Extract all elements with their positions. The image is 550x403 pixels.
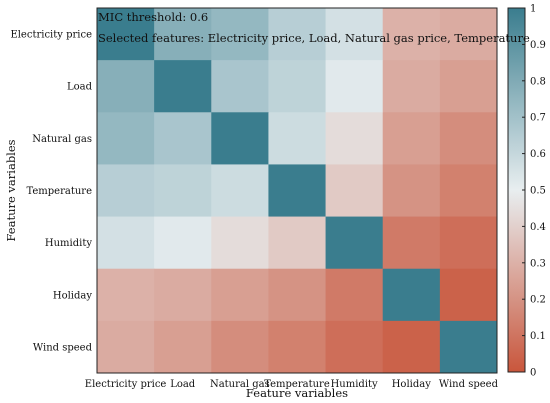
heatmap-cell <box>97 320 155 374</box>
x-tick-label: Load <box>170 379 196 390</box>
heatmap-cell <box>268 268 327 322</box>
colorbar-tick-label: 0.8 <box>530 76 546 87</box>
x-tick-label: Electricity price <box>85 379 167 390</box>
colorbar-tick-label: 0.3 <box>530 258 546 269</box>
mic-threshold-note: MIC threshold: 0.6 <box>98 10 209 24</box>
heatmap-cell <box>382 60 441 113</box>
heatmap-cell <box>154 112 212 165</box>
heatmap-cell <box>211 320 269 374</box>
y-tick-labels: Electricity price Load Natural gas Temperat… <box>10 30 92 354</box>
heatmap-cell <box>154 164 212 218</box>
x-tick-label: Wind speed <box>439 379 499 390</box>
colorbar-tick-label: 0.2 <box>530 295 546 306</box>
heatmap-cell <box>439 216 498 270</box>
heatmap-cell <box>154 268 212 322</box>
heatmap-cell <box>211 268 269 322</box>
colorbar-tick-label: 0.9 <box>530 40 546 51</box>
heatmap-cell <box>439 60 498 113</box>
x-tick-label: Humidity <box>331 379 378 390</box>
heatmap-cell <box>382 164 441 218</box>
colorbar-tick-label: 0.5 <box>530 186 546 197</box>
heatmap-cell <box>268 320 327 374</box>
heatmap-cell <box>382 268 441 322</box>
y-tick-label: Electricity price <box>10 30 92 41</box>
heatmap-cell <box>268 60 327 113</box>
heatmap-cell <box>268 8 327 61</box>
heatmap-cells <box>97 8 498 374</box>
heatmap-cell <box>97 164 155 218</box>
heatmap-cell <box>268 112 327 165</box>
colorbar-ticks: 0 0.1 0.2 0.3 0.4 0.5 0.6 0.7 0.8 0.9 1 <box>522 4 546 379</box>
colorbar-tick-label: 0.6 <box>530 149 546 160</box>
heatmap-cell <box>439 268 498 322</box>
heatmap-cell <box>382 112 441 165</box>
y-tick-label: Wind speed <box>33 342 93 353</box>
y-tick-label: Load <box>67 82 93 93</box>
heatmap-cell <box>211 216 269 270</box>
y-axis-label: Feature variables <box>4 139 18 241</box>
heatmap-cell <box>97 112 155 165</box>
x-tick-label: Natural gas <box>210 379 270 390</box>
heatmap-cell <box>211 164 269 218</box>
heatmap-cell <box>154 8 212 61</box>
heatmap-cell <box>154 320 212 374</box>
heatmap-cell <box>325 8 384 61</box>
x-tick-labels: Electricity price Load Natural gasTemperat… <box>85 379 499 390</box>
heatmap-cell <box>268 216 327 270</box>
heatmap-cell <box>97 268 155 322</box>
heatmap-cell <box>211 8 269 61</box>
colorbar-tick-label: 1 <box>530 4 536 15</box>
heatmap-cell <box>325 268 384 322</box>
heatmap-cell <box>382 8 441 61</box>
heatmap-cell <box>211 112 269 165</box>
heatmap-cell <box>325 112 384 165</box>
colorbar-tick-label: 0 <box>530 368 536 379</box>
heatmap-cell <box>325 164 384 218</box>
heatmap-cell <box>382 320 441 374</box>
heatmap-cell <box>211 60 269 113</box>
heatmap-cell <box>268 164 327 218</box>
x-axis-label: Feature variables <box>246 386 348 400</box>
heatmap-cell <box>325 216 384 270</box>
heatmap-cell <box>439 112 498 165</box>
heatmap-cell <box>154 60 212 113</box>
heatmap-cell <box>97 60 155 113</box>
colorbar-tick-label: 0.4 <box>530 222 546 233</box>
heatmap-cell <box>97 8 155 61</box>
x-tick-label: Holiday <box>392 379 432 390</box>
y-tick-label: Natural gas <box>32 134 92 145</box>
heatmap-cell <box>154 216 212 270</box>
heatmap-cell <box>382 216 441 270</box>
plot-frame <box>96 7 498 374</box>
heatmap-cell <box>325 60 384 113</box>
heatmap-cell <box>439 320 498 374</box>
heatmap-cell <box>439 8 498 61</box>
colorbar-tick-label: 0.7 <box>530 113 546 124</box>
heatmap-cell <box>439 164 498 218</box>
x-tick-label: Temperature <box>264 379 330 390</box>
y-tick-label: Temperature <box>26 186 92 197</box>
colorbar-tick-label: 0.1 <box>530 331 546 342</box>
heatmap-cell <box>325 320 384 374</box>
y-tick-label: Humidity <box>45 238 92 249</box>
heatmap-cell <box>97 216 155 270</box>
y-tick-label: Holiday <box>53 290 93 301</box>
selected-features-note: Selected features: Electricity price, Lo… <box>98 31 530 45</box>
